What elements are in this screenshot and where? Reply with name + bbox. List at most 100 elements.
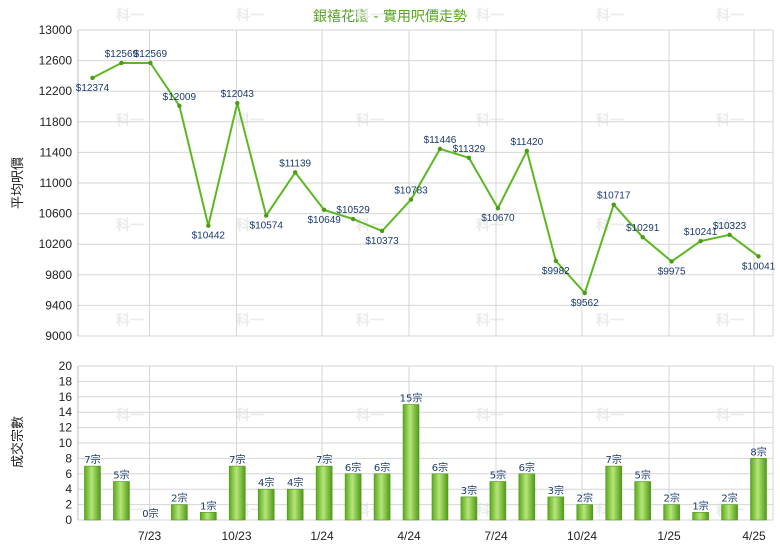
volume-bar bbox=[576, 504, 594, 521]
volume-data-label: 5宗 bbox=[490, 469, 506, 482]
x-tick-label: 10/23 bbox=[221, 529, 251, 543]
price-point bbox=[350, 216, 356, 222]
price-y-tick-label: 12200 bbox=[39, 84, 73, 98]
price-y-axis-label: 平均呎價 bbox=[11, 157, 26, 209]
price-point bbox=[640, 235, 645, 240]
watermark-text: 科一 bbox=[476, 217, 504, 234]
volume-bar bbox=[228, 465, 246, 521]
price-y-tick-label: 10600 bbox=[39, 207, 73, 221]
volume-y-tick-label: 12 bbox=[59, 421, 73, 435]
price-y-tick-label: 13000 bbox=[39, 23, 73, 37]
volume-data-label: 3宗 bbox=[548, 484, 564, 497]
volume-data-label: 3宗 bbox=[461, 484, 477, 497]
watermark-text: 科一 bbox=[476, 7, 504, 24]
volume-data-label: 6宗 bbox=[519, 461, 535, 474]
volume-data-label: 4宗 bbox=[287, 476, 303, 489]
price-data-label: $11446 bbox=[424, 135, 457, 146]
volume-y-tick-label: 6 bbox=[65, 467, 72, 481]
volume-bar bbox=[257, 488, 275, 521]
volume-data-label: 6宗 bbox=[345, 461, 361, 474]
price-point bbox=[669, 259, 674, 264]
price-data-label: $11139 bbox=[279, 158, 311, 169]
price-data-label: $10649 bbox=[307, 215, 341, 226]
price-y-tick-label: 9400 bbox=[45, 298, 72, 312]
price-y-tick-label: 11800 bbox=[40, 115, 73, 129]
price-point bbox=[90, 75, 95, 81]
price-y-tick-label: 11000 bbox=[40, 176, 73, 190]
price-y-tick-label: 9000 bbox=[45, 329, 72, 343]
volume-bar bbox=[402, 404, 420, 521]
price-y-tick-label: 9800 bbox=[45, 268, 72, 282]
volume-data-label: 2宗 bbox=[171, 492, 187, 505]
volume-data-label: 1宗 bbox=[200, 499, 216, 512]
grid-layer: 9000940098001020010600110001140011800122… bbox=[39, 23, 774, 543]
volume-bar bbox=[200, 511, 217, 521]
volume-bar bbox=[171, 504, 188, 521]
price-data-label: $10373 bbox=[365, 236, 399, 247]
price-point bbox=[756, 254, 761, 259]
price-point bbox=[466, 155, 472, 161]
chart-title: 銀禧花園 - 實用呎價走勢 bbox=[313, 8, 467, 25]
volume-data-label: 6宗 bbox=[432, 461, 448, 474]
volume-y-axis-label: 成交宗數 bbox=[10, 416, 26, 468]
volume-y-tick-label: 10 bbox=[59, 436, 73, 450]
watermark-text: 科一 bbox=[716, 7, 744, 24]
volume-bar bbox=[547, 496, 565, 521]
volume-y-tick-label: 0 bbox=[65, 513, 72, 527]
watermark-text: 科一 bbox=[476, 407, 504, 424]
watermark-text: 科一 bbox=[356, 407, 384, 424]
volume-y-tick-label: 18 bbox=[59, 374, 73, 388]
watermark-text: 科一 bbox=[236, 407, 264, 424]
price-y-tick-label: 10200 bbox=[39, 237, 73, 251]
volume-data-label: 1宗 bbox=[692, 499, 708, 512]
volume-bar bbox=[84, 465, 101, 521]
volume-bar bbox=[721, 504, 738, 521]
volume-y-tick-label: 4 bbox=[65, 482, 72, 496]
volume-bar bbox=[489, 481, 507, 521]
price-line bbox=[92, 62, 760, 294]
price-point bbox=[495, 206, 501, 211]
volume-bar bbox=[315, 465, 333, 521]
watermark-text: 科一 bbox=[236, 7, 264, 24]
watermark-text: 科一 bbox=[596, 217, 624, 234]
price-data-label: $10041 bbox=[742, 261, 776, 272]
volume-y-tick-label: 20 bbox=[59, 359, 73, 373]
x-tick-label: 1/24 bbox=[310, 529, 334, 543]
watermark-text: 科一 bbox=[596, 312, 624, 329]
volume-bar bbox=[373, 473, 391, 521]
volume-bar bbox=[750, 458, 767, 521]
volume-data-label: 5宗 bbox=[113, 469, 129, 482]
volume-data-label: 8宗 bbox=[750, 445, 766, 458]
x-tick-label: 4/24 bbox=[397, 529, 421, 543]
volume-bar bbox=[431, 473, 449, 521]
volume-data-label: 6宗 bbox=[374, 461, 390, 474]
watermark-text: 科一 bbox=[356, 312, 384, 329]
price-point bbox=[321, 207, 327, 213]
price-point bbox=[582, 290, 587, 296]
price-data-label: $9562 bbox=[571, 298, 599, 309]
price-point bbox=[524, 148, 530, 154]
price-data-label: $10241 bbox=[684, 227, 718, 238]
price-data-label: $9982 bbox=[542, 266, 570, 277]
price-data-label: $12374 bbox=[76, 83, 110, 94]
price-point bbox=[148, 60, 153, 66]
price-data-label: $12043 bbox=[221, 89, 255, 100]
price-point bbox=[553, 258, 559, 264]
volume-data-label: 2宗 bbox=[663, 492, 679, 505]
watermark-text: 科一 bbox=[236, 217, 264, 234]
volume-data-label: 0宗 bbox=[142, 507, 158, 520]
price-data-label: $11420 bbox=[511, 137, 544, 148]
volume-bar bbox=[692, 511, 709, 521]
price-data-label: $12569 bbox=[134, 49, 168, 60]
x-tick-label: 10/24 bbox=[567, 529, 597, 543]
price-data-label: $10574 bbox=[250, 221, 284, 232]
price-data-label: $10670 bbox=[481, 213, 515, 224]
x-tick-label: 7/23 bbox=[138, 529, 162, 543]
price-data-label: $12009 bbox=[163, 92, 197, 103]
watermark-text: 科一 bbox=[596, 407, 624, 424]
watermark-text: 科一 bbox=[116, 407, 144, 424]
price-point bbox=[379, 228, 385, 234]
volume-data-label: 7宗 bbox=[229, 453, 245, 466]
